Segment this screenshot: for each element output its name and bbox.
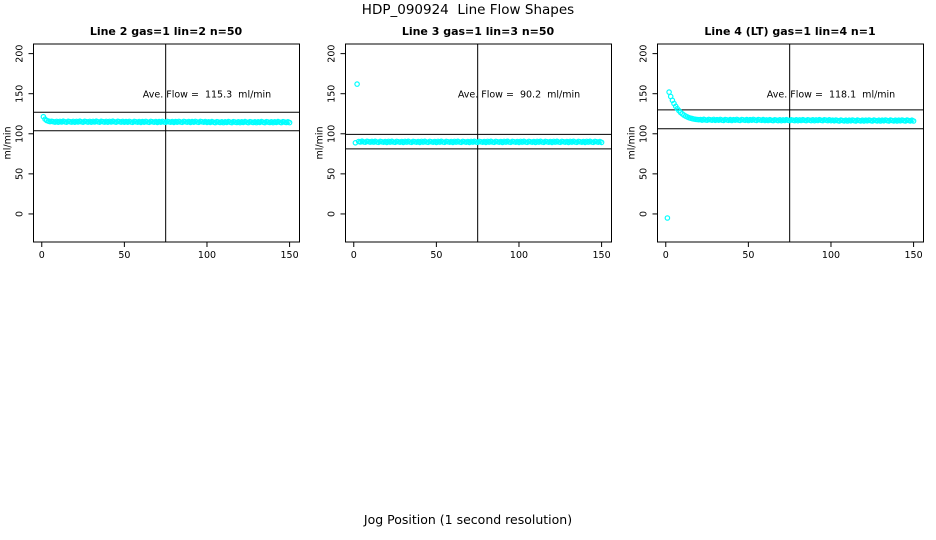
- y-axis-label: ml/min: [3, 126, 14, 159]
- y-tick-label: 0: [639, 211, 650, 217]
- panel-title-line2: Line 2 gas=1 lin=2 n=50: [89, 25, 243, 38]
- y-tick-label: 50: [639, 168, 650, 180]
- x-tick-label: 0: [663, 250, 669, 261]
- y-tick-label: 0: [15, 211, 26, 217]
- data-point: [664, 215, 671, 221]
- x-tick-label: 0: [351, 250, 357, 261]
- ave-flow-annotation-line2: Ave. Flow = 115.3 ml/min: [142, 89, 272, 101]
- x-tick-label: 150: [281, 250, 299, 261]
- y-tick-label: 200: [15, 45, 26, 63]
- y-axis-label: ml/min: [315, 126, 326, 159]
- y-tick-label: 150: [327, 85, 338, 103]
- plot-box: [33, 43, 300, 243]
- x-tick-label: 100: [198, 250, 216, 261]
- y-tick-label: 50: [327, 168, 338, 180]
- x-tick-label: 150: [905, 250, 923, 261]
- x-tick-label: 50: [430, 250, 442, 261]
- y-tick-label: 100: [15, 125, 26, 143]
- y-tick-label: 100: [327, 125, 338, 143]
- y-tick-label: 200: [639, 45, 650, 63]
- ave-flow-annotation-line3: Ave. Flow = 90.2 ml/min: [457, 89, 581, 101]
- data-point: [910, 118, 917, 124]
- data-point: [286, 119, 293, 126]
- x-tick-label: 50: [118, 250, 130, 261]
- panel-2: 0 50 100 150 0 50 100 150 200 ml/min: [315, 43, 612, 261]
- y-tick-label: 150: [15, 85, 26, 103]
- x-tick-label: 0: [39, 250, 45, 261]
- figure-title: HDP_090924 Line Flow Shapes: [361, 2, 575, 18]
- y-tick-label: 0: [327, 211, 338, 217]
- data-point: [598, 139, 605, 146]
- plot-box: [657, 43, 924, 243]
- panel-title-line4: Line 4 (LT) gas=1 lin=4 n=1: [704, 25, 876, 38]
- x-tick-label: 100: [822, 250, 840, 261]
- y-tick-label: 200: [327, 45, 338, 63]
- panel-3: 0 50 100 150 0 50 100 150 200 ml/min: [627, 43, 924, 261]
- y-tick-label: 150: [639, 85, 650, 103]
- y-tick-label: 100: [639, 125, 650, 143]
- y-tick-label: 50: [15, 168, 26, 180]
- ave-flow-annotation-line4: Ave. Flow = 118.1 ml/min: [766, 89, 896, 101]
- y-axis-label: ml/min: [627, 126, 638, 159]
- data-point: [666, 89, 672, 95]
- x-axis-label: Jog Position (1 second resolution): [363, 512, 573, 527]
- x-tick-label: 100: [510, 250, 528, 261]
- data-point: [354, 81, 360, 87]
- x-tick-label: 150: [593, 250, 611, 261]
- panel-title-line3: Line 3 gas=1 lin=3 n=50: [401, 25, 555, 38]
- x-tick-label: 50: [742, 250, 754, 261]
- panel-1: 0 50 100 150 0 50 100 150 200 ml/min: [3, 43, 300, 261]
- plot-box: [345, 43, 612, 243]
